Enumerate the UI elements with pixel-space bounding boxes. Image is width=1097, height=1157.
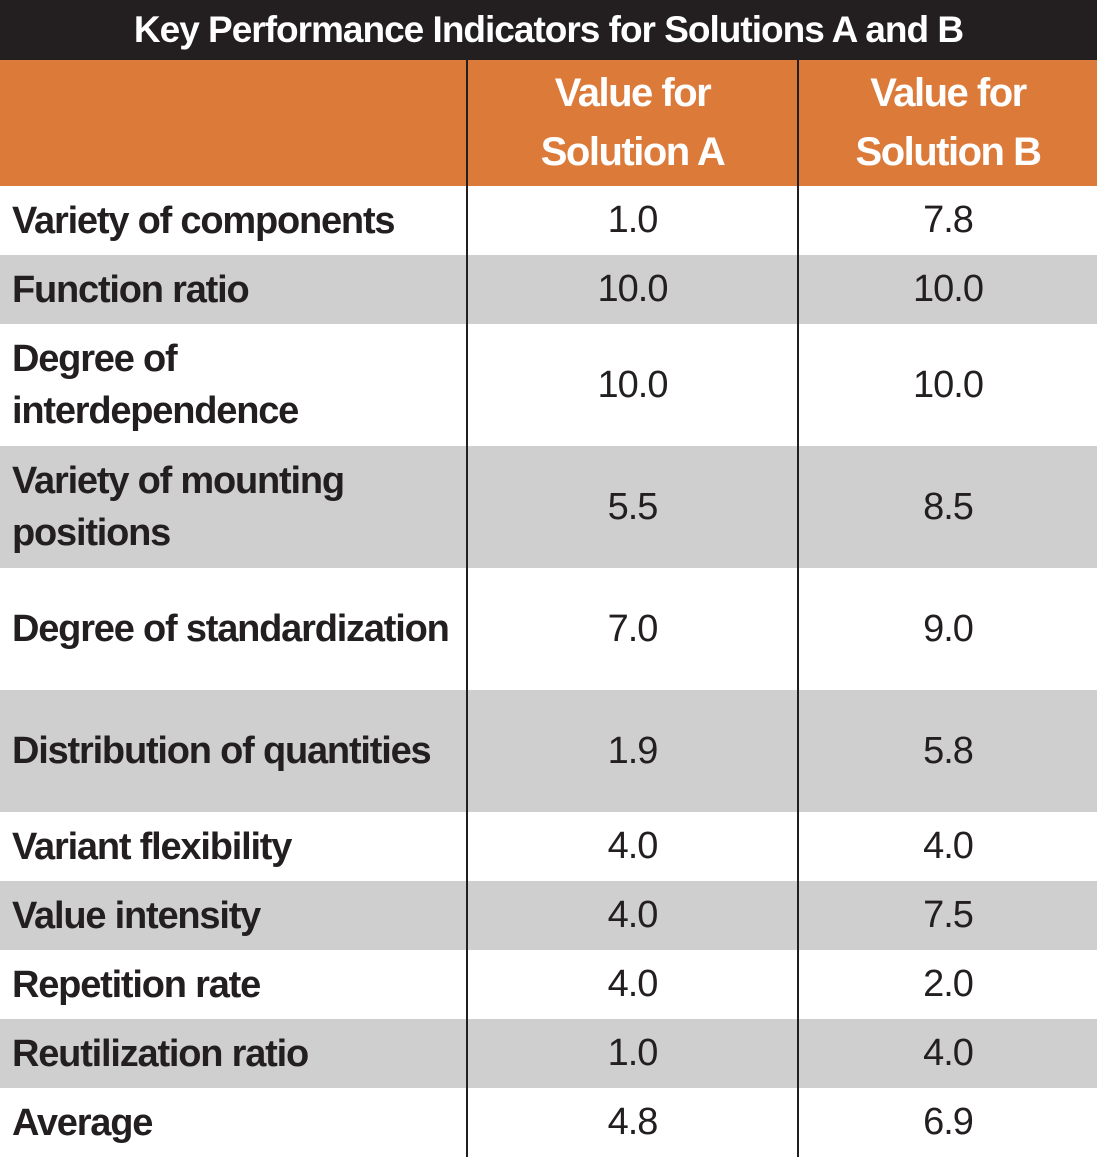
table-row-average: Average 4.8 6.9 [0, 1088, 1097, 1157]
header-solution-b: Value for Solution B [799, 60, 1097, 186]
header-solution-a-line1: Value for [554, 71, 712, 115]
value-solution-b: 4.0 [923, 825, 974, 867]
value-solution-b: 8.5 [923, 485, 974, 528]
table-row: Reutilization ratio 1.0 4.0 [0, 1019, 1097, 1088]
value-solution-b: 6.9 [923, 1101, 974, 1143]
table-row: Value intensity 4.0 7.5 [0, 881, 1097, 950]
value-solution-a: 5.5 [468, 446, 799, 568]
table-row: Function ratio 10.0 10.0 [0, 255, 1097, 324]
table-title: Key Performance Indicators for Solutions… [0, 0, 1097, 60]
row-label: Distribution of quantities [0, 690, 468, 812]
table-row: Variety of components 1.0 7.8 [0, 186, 1097, 255]
header-solution-a-line2: Solution A [540, 130, 726, 174]
table-row: Degree of interdependence 10.0 10.0 [0, 324, 1097, 446]
value-solution-a: 4.0 [468, 812, 799, 881]
value-solution-a: 1.0 [468, 1019, 799, 1088]
row-label: Average [0, 1088, 468, 1157]
value-solution-a: 1.9 [468, 690, 799, 812]
value-solution-a: 10.0 [468, 255, 799, 324]
row-label: Value intensity [0, 881, 468, 950]
row-label: Variety of components [0, 186, 468, 255]
value-solution-a: 1.0 [468, 186, 799, 255]
value-solution-b: 10.0 [913, 268, 984, 310]
row-label: Variety of mounting positions [0, 446, 468, 568]
table-row: Distribution of quantities 1.9 5.8 [0, 690, 1097, 812]
header-label-column [0, 60, 468, 186]
value-solution-b: 9.0 [923, 607, 974, 650]
value-solution-a: 4.0 [468, 950, 799, 1019]
row-label: Degree of interdependence [0, 324, 468, 446]
table-row: Variety of mounting positions 5.5 8.5 [0, 446, 1097, 568]
value-solution-a: 10.0 [468, 324, 799, 446]
value-solution-b: 7.8 [923, 199, 974, 241]
row-label: Repetition rate [0, 950, 468, 1019]
value-solution-b: 2.0 [923, 963, 974, 1005]
header-row: Value for Solution A Value for Solution … [0, 60, 1097, 186]
row-label: Reutilization ratio [0, 1019, 468, 1088]
value-solution-a: 4.8 [468, 1088, 799, 1157]
value-solution-b: 7.5 [923, 894, 974, 936]
header-solution-b-line2: Solution B [855, 130, 1042, 174]
value-solution-a: 4.0 [468, 881, 799, 950]
value-solution-b: 4.0 [923, 1032, 974, 1074]
header-solution-b-line1: Value for [870, 71, 1027, 115]
value-solution-a: 7.0 [468, 568, 799, 690]
table-row: Repetition rate 4.0 2.0 [0, 950, 1097, 1019]
header-solution-a: Value for Solution A [468, 60, 799, 186]
row-label: Degree of standardization [0, 568, 468, 690]
value-solution-b: 10.0 [913, 363, 984, 406]
row-label: Variant flexibility [0, 812, 468, 881]
value-solution-b: 5.8 [923, 729, 974, 772]
table-row: Variant flexibility 4.0 4.0 [0, 812, 1097, 881]
row-label: Function ratio [0, 255, 468, 324]
table-row: Degree of standardization 7.0 9.0 [0, 568, 1097, 690]
